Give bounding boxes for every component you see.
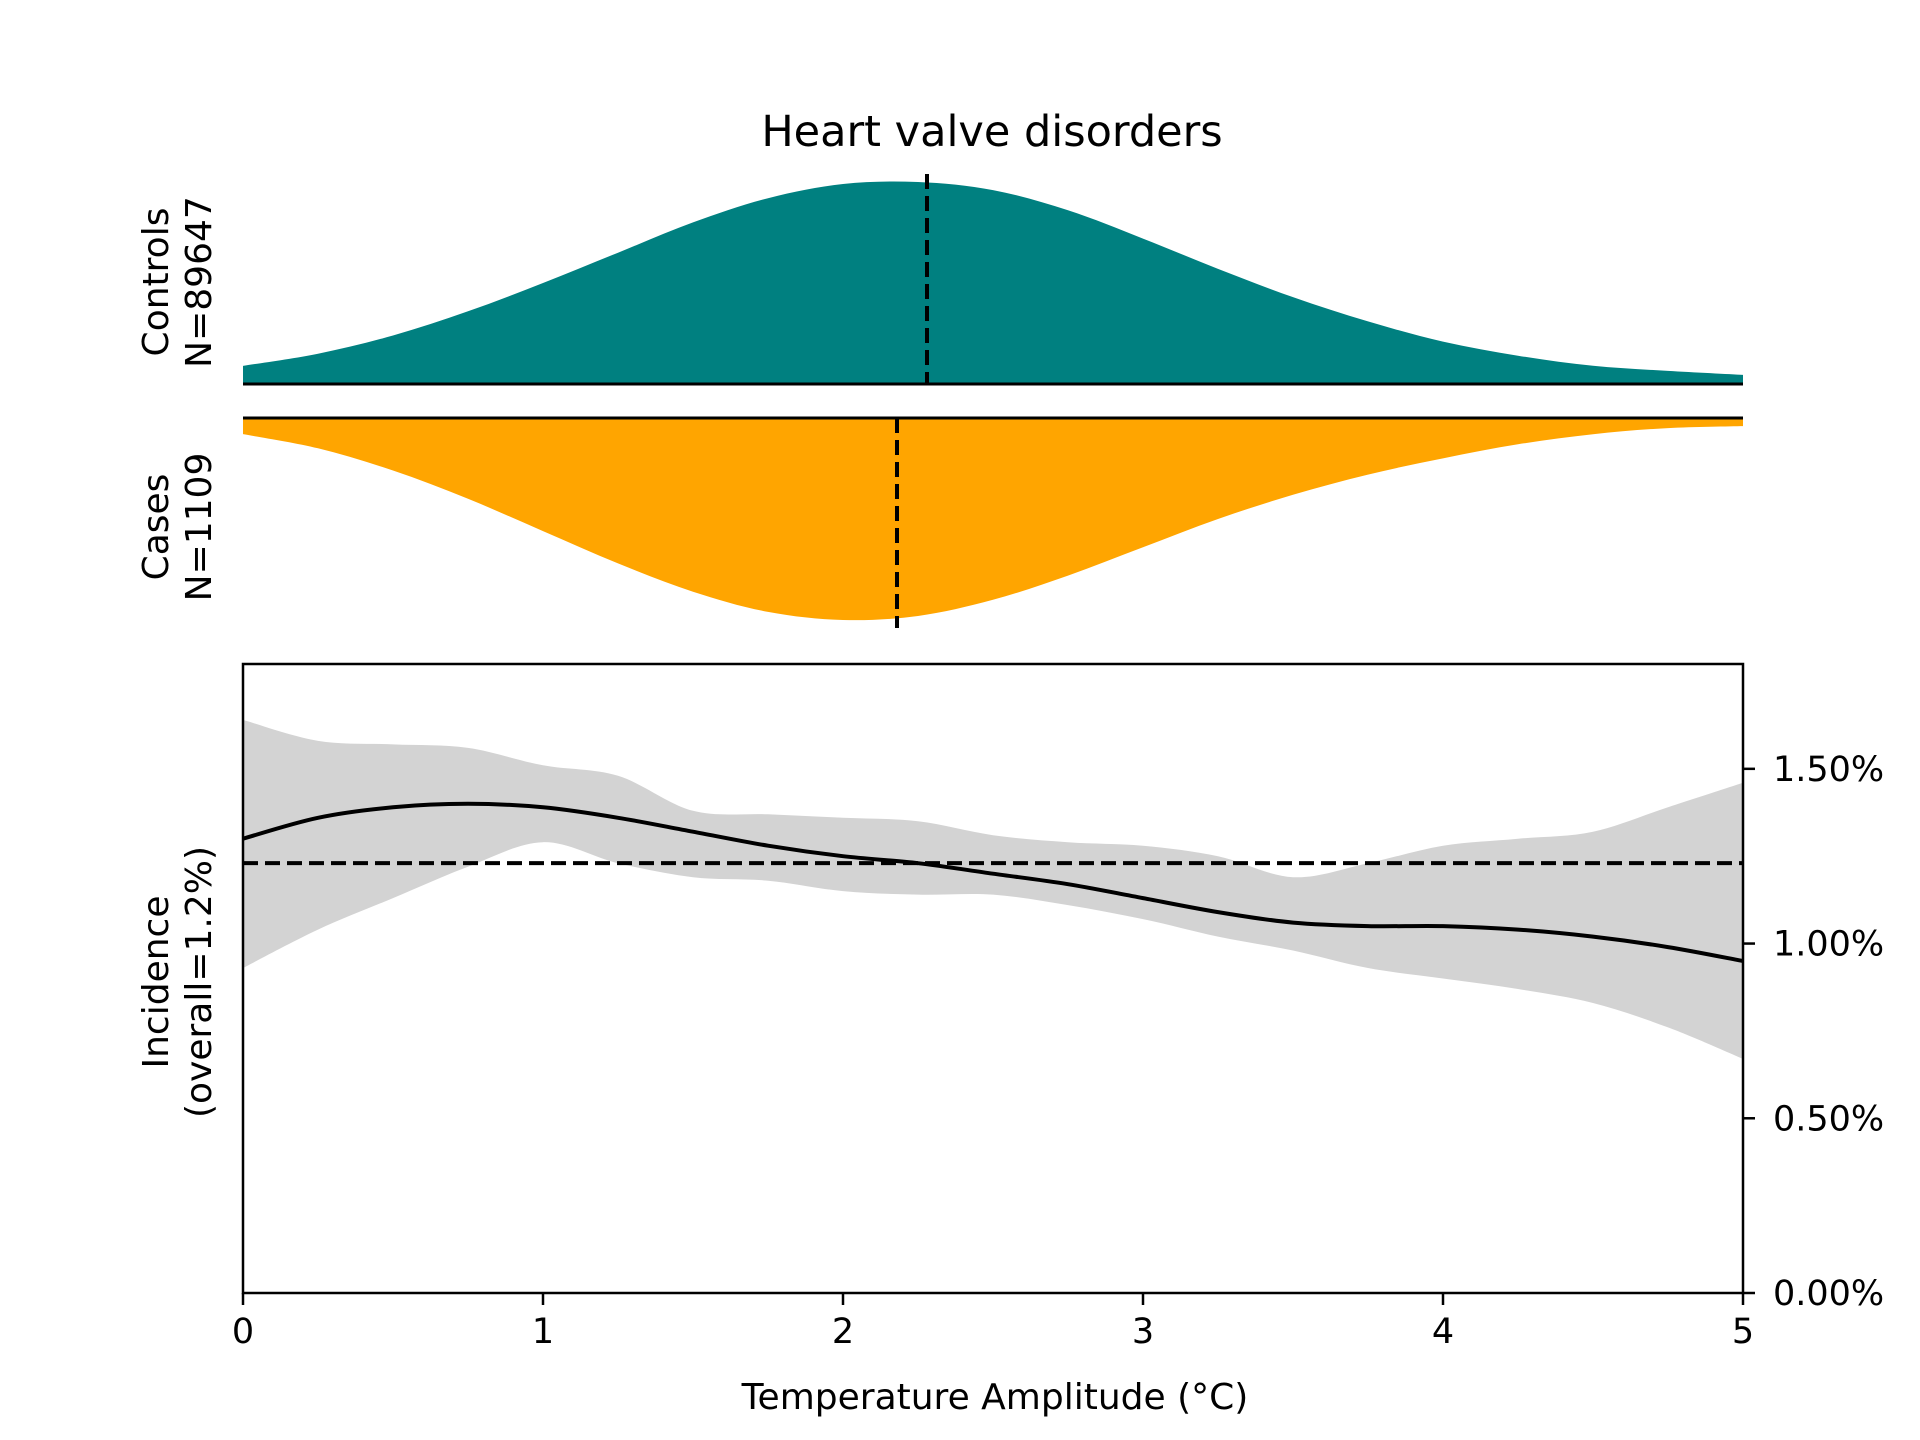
y-axis-label: Incidence [136,896,177,1069]
y-tick-label: 1.00% [1773,925,1884,965]
x-tick-label: 2 [832,1312,854,1352]
y-tick-label: 0.00% [1773,1274,1884,1314]
x-axis-label: Temperature Amplitude (°C) [741,1377,1249,1418]
y-tick-label: 1.50% [1773,750,1884,790]
cases-panel: Cases N=1109 [136,416,1743,628]
incidence-line [242,801,1744,963]
y-axis-ticks: 0.00% 0.50% 1.00% 1.50% [1743,750,1884,1314]
x-tick-label: 4 [1432,1312,1454,1352]
y-axis-label-sub: (overall=1.2%) [179,846,220,1118]
controls-density-area [243,181,1743,384]
y-tick-label: 0.50% [1773,1099,1884,1139]
confidence-band [243,719,1743,1059]
chart-title: Heart valve disorders [761,107,1222,157]
x-tick-label: 3 [1132,1312,1154,1352]
cases-label: Cases [136,474,177,581]
incidence-panel: 0 1 2 3 4 5 0.00% 0.50% 1.00% 1.50% Incidence (o… [136,662,1884,1418]
x-tick-label: 1 [532,1312,554,1352]
x-tick-label: 0 [232,1312,254,1352]
plot-frame [241,662,1745,1295]
x-tick-label: 5 [1732,1312,1754,1352]
controls-panel: Controls N=89647 [136,174,1743,386]
controls-label: Controls [136,208,177,357]
cases-count: N=1109 [179,453,220,602]
cases-density-area [243,418,1743,621]
x-axis-ticks: 0 1 2 3 4 5 [232,1293,1754,1352]
controls-count: N=89647 [179,196,220,368]
